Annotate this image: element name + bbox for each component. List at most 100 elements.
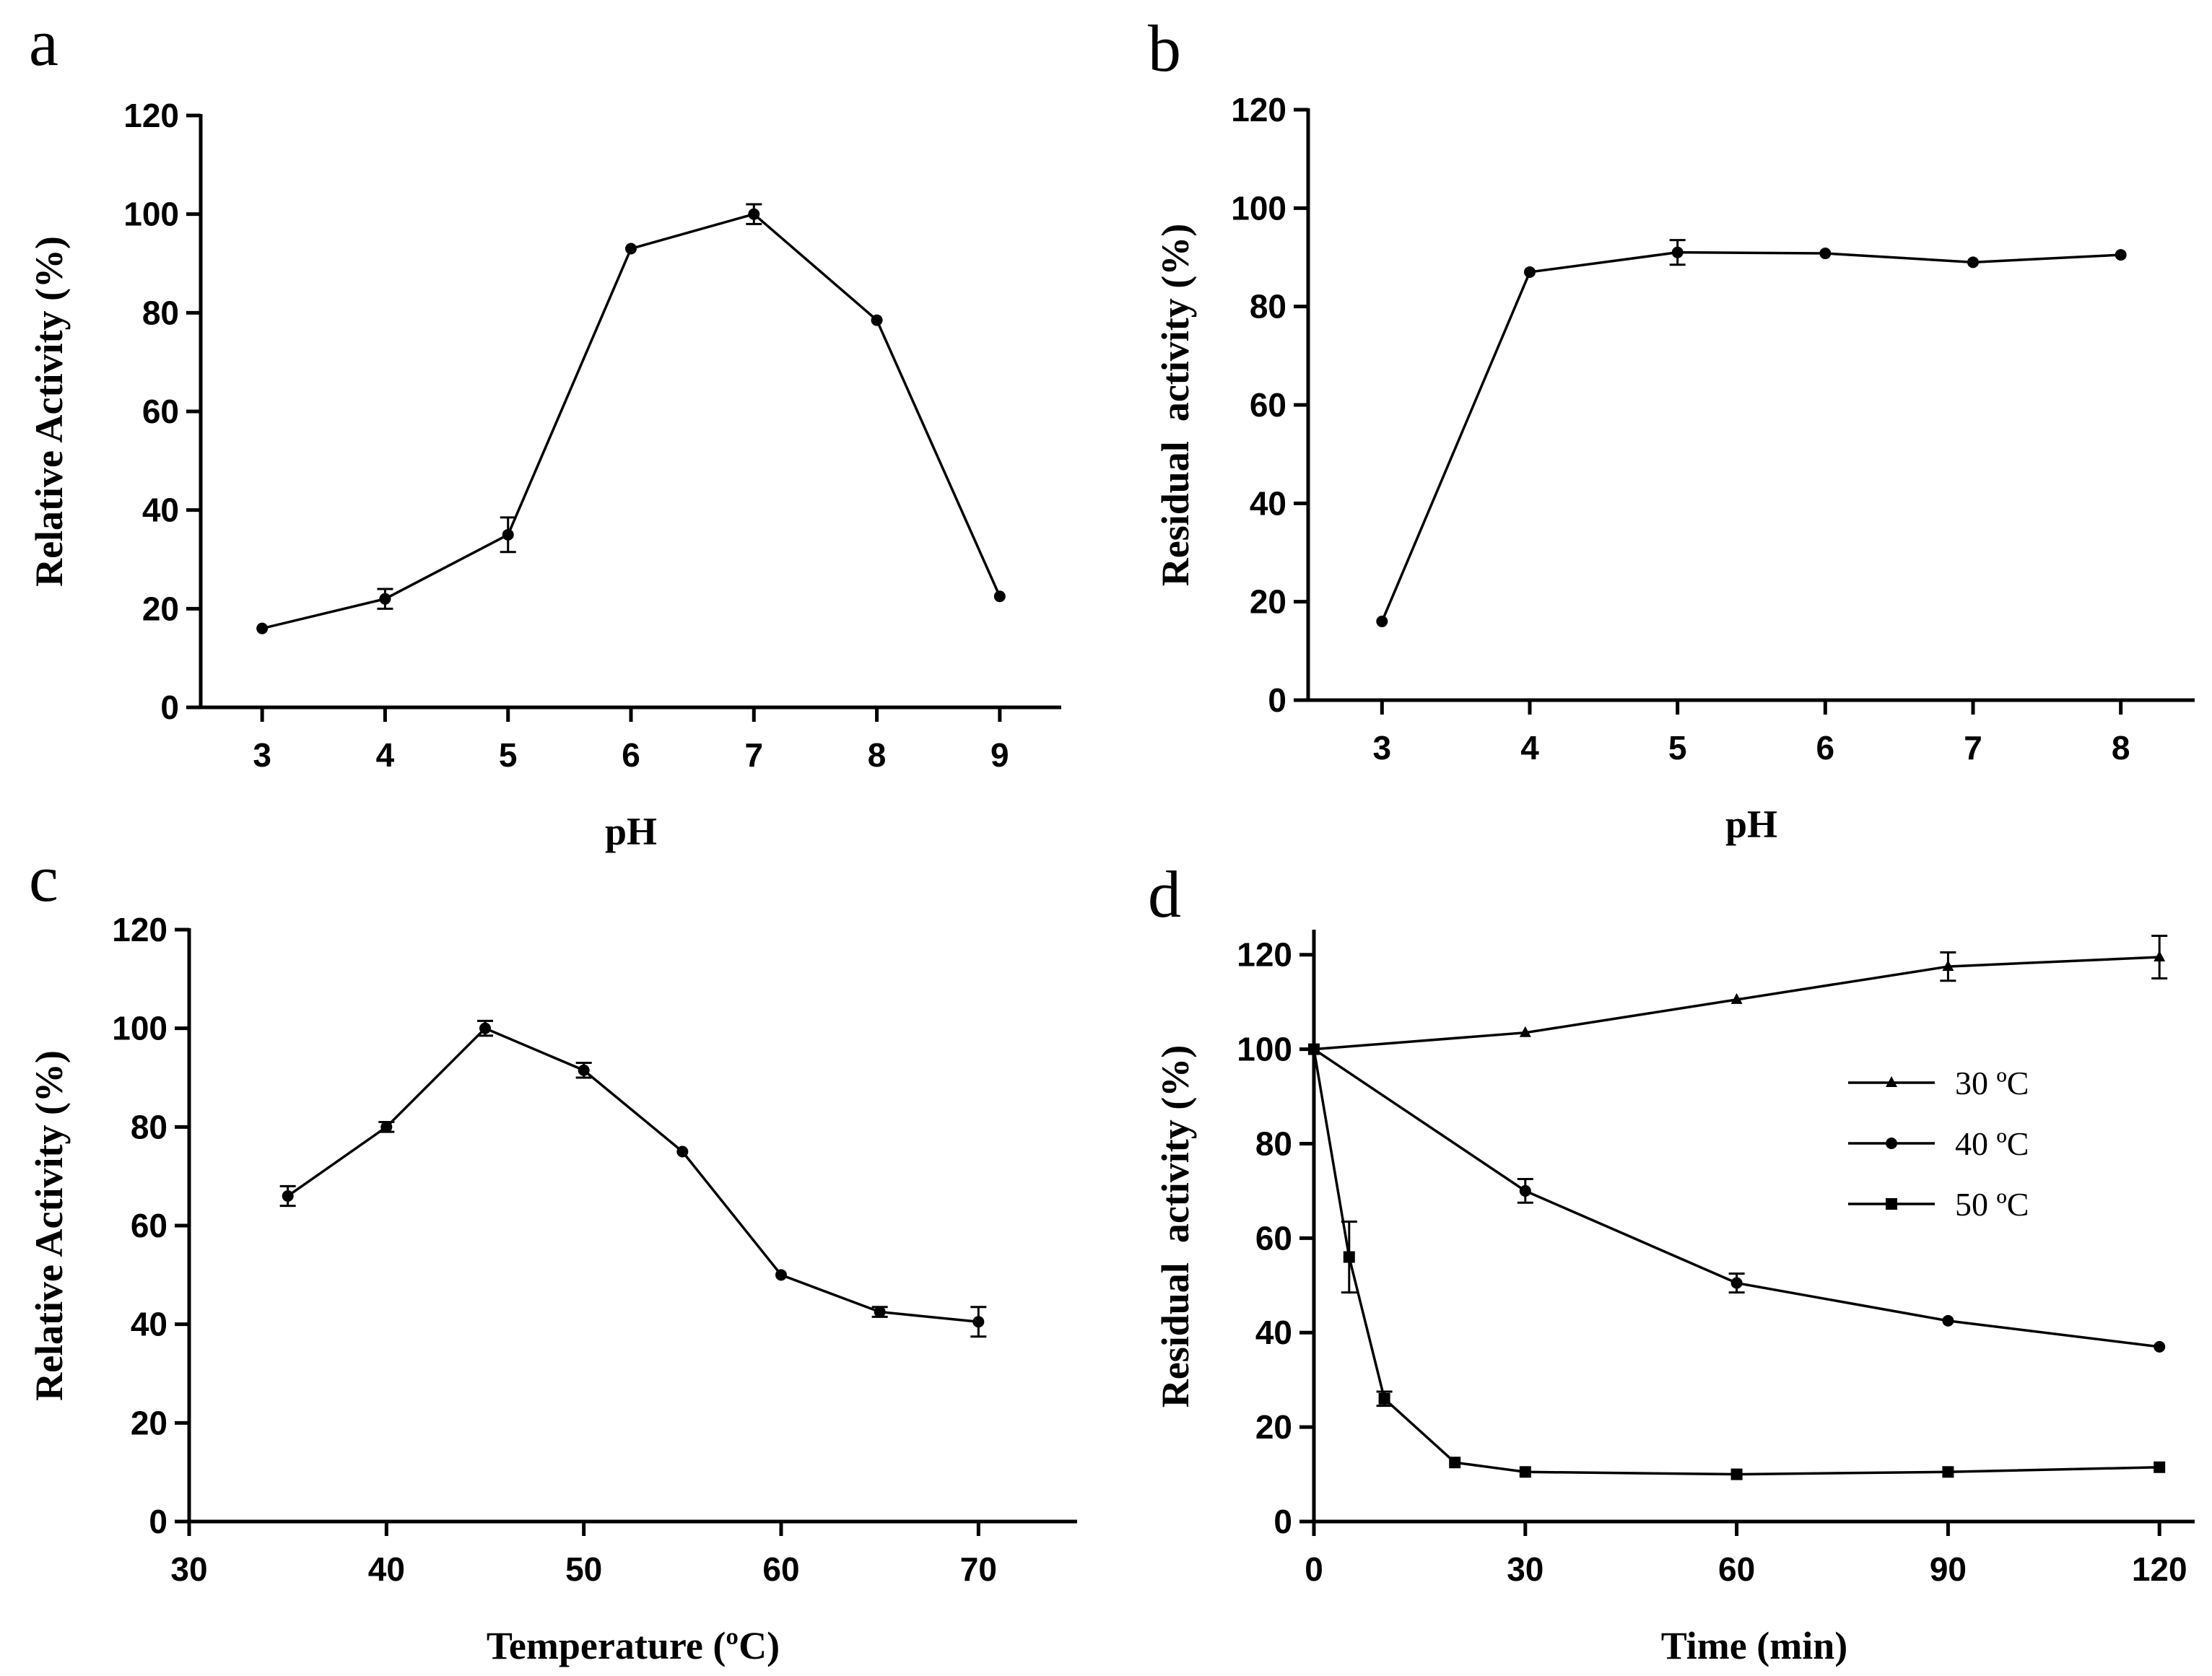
x-tick-label: 4 (1520, 729, 1539, 767)
x-tick-label: 70 (960, 1550, 997, 1588)
data-point (1942, 1314, 1954, 1327)
data-point (676, 1145, 689, 1158)
x-tick-label: 7 (1964, 729, 1982, 767)
data-point-square (1449, 1457, 1461, 1469)
x-tick-label: 8 (2112, 729, 2130, 767)
y-tick-label: 40 (1250, 484, 1286, 522)
y-axis-title: Relative Activity (%) (27, 1050, 71, 1401)
panel-d: d 0 20 40 60 80 100 120 0 30 60 90 120 Time (min) Resi… (1148, 857, 2195, 1667)
x-tick-label: 5 (1668, 729, 1687, 767)
panel-letter: a (29, 6, 58, 79)
series-line (287, 1026, 979, 1323)
data-point (1819, 248, 1832, 260)
panel-letter: c (29, 842, 58, 915)
x-tick-label: 40 (368, 1550, 405, 1588)
x-tick-label: 8 (868, 736, 887, 774)
x-tick-label: 3 (1373, 729, 1392, 767)
x-tick-label: 5 (499, 736, 518, 774)
data-point (972, 1316, 985, 1328)
x-tick-label: 6 (622, 736, 640, 774)
y-tick-label: 120 (1231, 91, 1286, 128)
data-point (578, 1064, 590, 1076)
x-tick-label: 7 (744, 736, 763, 774)
series-square (1308, 1043, 2166, 1480)
series-circle (1308, 1043, 2166, 1353)
data-point (748, 208, 760, 220)
data-point (993, 590, 1006, 603)
data-point-square (1942, 1466, 1954, 1478)
x-tick-label: 120 (2132, 1550, 2187, 1588)
x-tick-label: 6 (1816, 729, 1835, 767)
series-circle (279, 1019, 987, 1338)
x-tick-label: 4 (376, 736, 395, 774)
series-line (1312, 1049, 2160, 1476)
y-tick-label: 80 (1250, 288, 1286, 326)
data-point (2115, 249, 2127, 261)
y-tick-label: 0 (1273, 1503, 1292, 1540)
data-point-triangle (2154, 950, 2166, 961)
panel-letter: d (1148, 857, 1181, 931)
x-tick-label: 30 (170, 1550, 207, 1588)
data-point-square (1308, 1043, 1320, 1055)
x-tick-label: 0 (1305, 1550, 1323, 1588)
x-axis-title: Time (min) (1661, 1624, 1847, 1667)
data-point (871, 314, 883, 326)
y-tick-label: 40 (131, 1306, 167, 1343)
y-tick-label: 120 (112, 911, 167, 948)
x-tick-label: 90 (1930, 1550, 1967, 1588)
y-tick-label: 60 (1250, 386, 1286, 424)
data-point (1967, 256, 1979, 269)
data-point (775, 1269, 787, 1281)
x-tick-label: 9 (990, 736, 1009, 774)
panel-b: b 0 20 40 60 80 100 120 3 4 5 6 7 8 pH Residual activit… (1148, 12, 2195, 846)
y-tick-label: 40 (142, 492, 179, 529)
y-tick-label: 60 (131, 1207, 167, 1244)
data-point (874, 1306, 886, 1318)
data-point-triangle (1942, 960, 1954, 972)
series-line (1380, 250, 2121, 622)
x-tick-label: 60 (762, 1550, 799, 1588)
y-tick-label: 20 (1255, 1408, 1292, 1446)
data-point (479, 1022, 491, 1034)
x-tick-label: 50 (565, 1550, 602, 1588)
y-tick-label: 0 (149, 1503, 167, 1540)
series-line (261, 212, 1001, 630)
panel-a: a 0 20 40 60 80 100 120 3 4 5 6 7 8 9 pH Relative Activi… (27, 6, 1061, 853)
data-point-square (1343, 1251, 1355, 1263)
x-axis-title: Temperature (ºC) (487, 1624, 780, 1667)
data-point-triangle (1730, 992, 1743, 1004)
data-point (502, 528, 514, 541)
data-point (1524, 266, 1536, 278)
panel-c: c 0 20 40 60 80 100 120 30 40 50 60 70 Temperature (º… (27, 842, 1077, 1667)
data-point (2154, 1340, 2166, 1353)
series-triangle (1308, 935, 2168, 1054)
y-tick-label: 0 (160, 689, 179, 726)
y-tick-label: 60 (142, 393, 179, 430)
y-tick-label: 0 (1268, 681, 1286, 719)
y-tick-label: 80 (1255, 1125, 1292, 1162)
x-axis-title: pH (1725, 803, 1777, 846)
series-circle (1376, 239, 2127, 627)
y-tick-label: 100 (112, 1010, 167, 1047)
data-point (256, 622, 269, 634)
y-tick-label: 20 (131, 1404, 167, 1441)
data-point-square (1378, 1392, 1390, 1405)
legend-label: 30 ºC (1955, 1065, 2029, 1101)
data-point (380, 1121, 393, 1133)
data-point (282, 1190, 294, 1202)
x-tick-label: 30 (1507, 1550, 1543, 1588)
y-tick-label: 20 (1250, 583, 1286, 621)
data-point-square (1886, 1198, 1897, 1210)
legend-label: 40 ºC (1955, 1125, 2029, 1162)
y-tick-label: 80 (131, 1108, 167, 1145)
y-tick-label: 60 (1255, 1219, 1292, 1257)
x-tick-label: 3 (253, 736, 271, 774)
y-tick-label: 80 (142, 294, 179, 331)
data-point (1519, 1184, 1531, 1197)
y-tick-label: 120 (1237, 936, 1292, 974)
legend: 30 ºC 40 ºC 50 ºC (1848, 1065, 2029, 1223)
data-point (379, 593, 391, 605)
series-circle (256, 203, 1006, 634)
y-tick-label: 20 (142, 590, 179, 627)
